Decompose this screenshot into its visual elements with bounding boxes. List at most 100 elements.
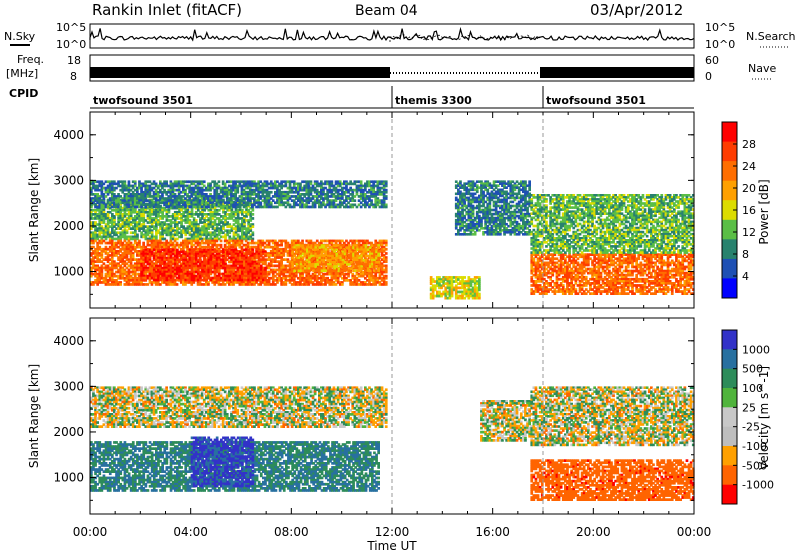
heatmap-cell — [125, 184, 129, 188]
heatmap-cell — [115, 231, 118, 235]
heatmap-cell — [90, 199, 93, 202]
heatmap-cell — [205, 235, 208, 239]
heatmap-cell — [207, 200, 211, 204]
heatmap-cell — [119, 210, 123, 214]
heatmap-cell — [163, 182, 166, 186]
heatmap-cell — [243, 221, 246, 224]
heatmap-cell — [117, 221, 120, 224]
heatmap-cell — [222, 225, 225, 228]
noise-left-label: N.Sky — [4, 30, 36, 43]
heatmap-cell — [140, 203, 143, 207]
heatmap-cell — [148, 231, 152, 235]
heatmap-cell — [221, 205, 225, 209]
heatmap-cell — [209, 221, 213, 224]
heatmap-cell — [165, 190, 168, 194]
heatmap-cell — [98, 227, 102, 230]
heatmap-cell — [203, 223, 206, 226]
heatmap-cell — [167, 208, 171, 212]
heatmap-cell — [224, 237, 227, 241]
heatmap-cell — [100, 193, 104, 196]
heatmap-cell — [220, 231, 223, 235]
heatmap-cell — [178, 217, 181, 220]
heatmap-cell — [159, 205, 162, 209]
heatmap-cell — [188, 231, 192, 235]
heatmap-cell — [176, 223, 179, 226]
heatmap-cell — [167, 210, 171, 214]
heatmap-cell — [161, 227, 164, 230]
heatmap-cell — [104, 233, 108, 237]
heatmap-cell — [269, 190, 273, 194]
heatmap-cell — [173, 205, 177, 209]
heatmap-cell — [129, 231, 133, 235]
heatmap-cell — [146, 184, 150, 188]
heatmap-cell — [108, 217, 112, 220]
heatmap-cell — [111, 225, 114, 228]
heatmap-cell — [190, 237, 194, 241]
heatmap-cell — [161, 195, 164, 198]
heatmap-cell — [102, 198, 106, 202]
heatmap-cell — [228, 208, 232, 212]
heatmap-cell — [127, 223, 131, 226]
heatmap-cell — [123, 227, 127, 230]
heatmap-cell — [167, 188, 171, 192]
heatmap-cell — [148, 188, 152, 192]
heatmap-cell — [154, 201, 158, 205]
heatmap-cell — [131, 203, 135, 207]
heatmap-cell — [190, 208, 194, 212]
heatmap-cell — [220, 235, 223, 239]
heatmap-cell — [92, 217, 95, 220]
heatmap-cell — [94, 237, 97, 241]
heatmap-cell — [146, 233, 150, 237]
heatmap-cell — [173, 182, 177, 186]
heatmap-cell — [243, 235, 246, 239]
heatmap-cell — [108, 237, 112, 241]
heatmap-cell — [119, 225, 123, 228]
heatmap-cell — [169, 227, 173, 230]
heatmap-cell — [192, 235, 196, 239]
heatmap-cell — [154, 195, 158, 198]
heatmap-cell — [104, 190, 108, 194]
heatmap-cell — [169, 197, 173, 200]
heatmap-cell — [146, 213, 150, 216]
heatmap-cell — [226, 229, 229, 233]
heatmap-cell — [188, 223, 192, 226]
heatmap-cell — [384, 283, 388, 286]
heatmap-cell — [228, 237, 232, 241]
heatmap-cell — [163, 221, 167, 224]
heatmap-cell — [171, 184, 175, 188]
heatmap-cell — [90, 200, 93, 204]
heatmap-cell — [177, 199, 181, 202]
heatmap-cell — [232, 227, 236, 230]
heatmap-cell — [167, 197, 171, 200]
heatmap-cell — [136, 233, 139, 237]
heatmap-cell — [163, 188, 166, 192]
heatmap-cell — [100, 235, 104, 239]
heatmap-cell — [142, 206, 146, 210]
heatmap-cell — [125, 217, 129, 220]
heatmap-cell — [119, 283, 122, 286]
heatmap-cell — [146, 217, 150, 220]
heatmap-cell — [127, 208, 131, 212]
heatmap-cell — [173, 184, 177, 188]
heatmap-cell — [167, 195, 171, 198]
heatmap-cell — [165, 203, 168, 207]
heatmap-cell — [171, 188, 175, 192]
heatmap-cell — [169, 219, 173, 222]
heatmap-cell — [203, 231, 206, 235]
heatmap-cell — [106, 193, 110, 196]
heatmap-cell — [245, 235, 248, 239]
heatmap-cell — [121, 190, 125, 194]
heatmap-cell — [113, 229, 116, 233]
heatmap-cell — [217, 213, 221, 216]
heatmap-cell — [94, 208, 97, 212]
heatmap-cell — [171, 233, 175, 237]
heatmap-cell — [171, 205, 175, 209]
heatmap-cell — [232, 233, 236, 237]
heatmap-cell — [98, 184, 102, 188]
heatmap-cell — [108, 199, 112, 202]
heatmap-cell — [241, 213, 244, 216]
heatmap-cell — [207, 205, 210, 209]
heatmap-cell — [133, 188, 137, 192]
heatmap-cell — [178, 231, 181, 235]
heatmap-cell — [171, 195, 175, 198]
